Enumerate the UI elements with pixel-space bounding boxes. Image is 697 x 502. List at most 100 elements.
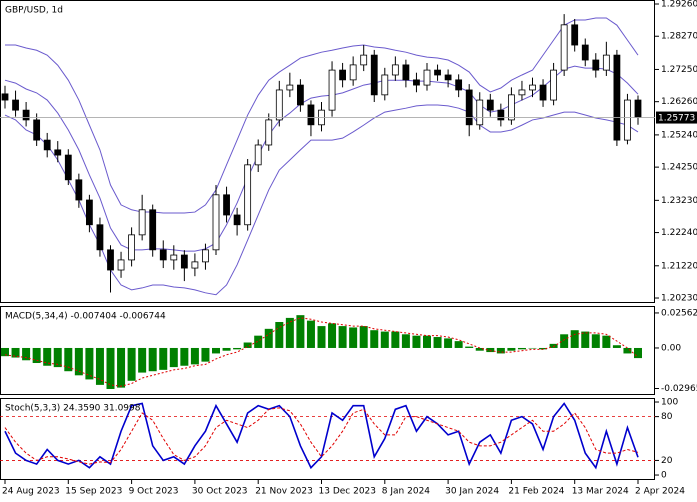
y-tick-label: 1.26260 (661, 97, 697, 107)
candle-body (180, 254, 188, 269)
macd-bar (401, 334, 410, 348)
macd-bar (486, 347, 495, 353)
panel-frame (0, 306, 655, 395)
y-tick-label: 80 (661, 412, 673, 422)
macd-bar (43, 347, 52, 366)
candle-body (328, 69, 336, 111)
candle-body (539, 84, 547, 101)
candle-body (360, 54, 368, 66)
candle-body (391, 64, 399, 76)
candle-body (212, 194, 220, 251)
macd-bar (454, 341, 463, 348)
macd-bar (53, 347, 62, 368)
candle-body (117, 259, 125, 271)
x-tick-label: 9 Oct 2023 (129, 487, 179, 497)
macd-bar (85, 347, 94, 380)
macd-bar (465, 346, 474, 348)
candle-body (592, 59, 600, 71)
macd-bar (570, 330, 579, 348)
macd-bar (180, 347, 189, 366)
candle-body (307, 104, 315, 126)
candle-body (434, 69, 441, 76)
x-tick-label: 13 Dec 2023 (319, 487, 377, 497)
macd-bar (138, 347, 147, 373)
candle-body (339, 69, 347, 81)
macd-bar (306, 320, 315, 348)
macd-bar (338, 326, 347, 348)
candle-body (107, 249, 114, 271)
macd-bar (581, 331, 590, 348)
candle-body (170, 254, 178, 261)
y-tick-label: 1.21220 (661, 261, 697, 271)
band-line (5, 17, 639, 214)
macd-bar (190, 347, 199, 365)
x-tick-label: 24 Aug 2023 (2, 487, 60, 497)
x-tick-label: 15 Sep 2023 (65, 487, 122, 497)
candle-body (413, 79, 420, 86)
macd-bar (317, 326, 326, 348)
macd-bar (243, 342, 252, 348)
candle-body (296, 84, 304, 106)
macd-bar (127, 347, 136, 381)
y-tick-label: 1.22240 (661, 228, 697, 238)
candle-body (602, 54, 610, 71)
macd-bar (391, 331, 400, 348)
macd-bar (591, 334, 600, 348)
y-tick-label: 20 (661, 456, 673, 466)
macd-bar (233, 347, 242, 350)
candle-body (507, 94, 515, 121)
macd-bar (444, 338, 453, 348)
macd-bar (560, 334, 569, 348)
macd-bar (159, 347, 168, 370)
candle-body (550, 69, 557, 101)
y-tick-label: 100 (661, 398, 678, 408)
macd-bar (380, 331, 389, 348)
candle-body (33, 119, 41, 141)
y-tick-label: 1.24250 (661, 163, 697, 173)
candle-body (244, 164, 252, 226)
macd-bar (264, 328, 273, 348)
macd-bar (117, 347, 126, 388)
macd-bar (359, 326, 368, 348)
macd-bar (634, 347, 642, 359)
candle-body (529, 84, 536, 91)
y-tick-label: 0.025621 (661, 308, 697, 318)
macd-bar (32, 347, 41, 364)
macd-bar (549, 343, 558, 348)
candle-body (613, 54, 621, 141)
candle-body (191, 261, 199, 269)
macd-bar (423, 335, 431, 348)
candle-body (223, 194, 230, 216)
macd-bar (201, 347, 210, 362)
macd-bar (612, 345, 621, 348)
macd-bar (254, 335, 263, 348)
y-tick-label: -0.02965 (661, 384, 697, 394)
panel-frame (0, 0, 655, 303)
macd-bar (169, 347, 178, 368)
macd-bar (602, 335, 611, 348)
current-price-box (656, 111, 697, 124)
candle-body (455, 79, 463, 91)
candle-body (497, 109, 505, 121)
macd-bar (64, 347, 73, 372)
band-line (4, 104, 639, 296)
candle-body (423, 69, 431, 86)
macd-bar (475, 347, 484, 351)
macd-bar (275, 321, 284, 348)
candle-body (571, 24, 579, 46)
macd-bar (296, 315, 305, 348)
macd-bar (1, 347, 9, 357)
macd-bar (349, 327, 358, 348)
candle-body (86, 199, 93, 226)
y-tick-label: 1.25240 (661, 130, 697, 140)
candle-body (254, 144, 262, 166)
candle-body (465, 89, 473, 126)
y-tick-label: 1.27250 (661, 65, 697, 75)
panel-title: MACD(5,34,4) -0.007404 -0.006744 (5, 312, 166, 322)
macd-bar (95, 347, 104, 385)
y-tick-label: 1.23230 (661, 196, 697, 206)
candle-body (444, 74, 452, 81)
candle-body (265, 119, 273, 146)
stoch-line (4, 407, 639, 465)
candle-body (381, 74, 389, 96)
